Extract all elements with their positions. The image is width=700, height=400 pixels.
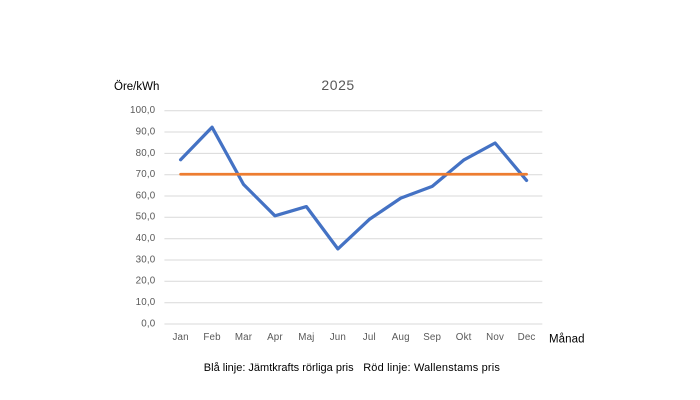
- svg-text:Nov: Nov: [486, 332, 504, 343]
- svg-text:Apr: Apr: [267, 332, 283, 343]
- svg-text:0,0: 0,0: [141, 318, 155, 329]
- svg-text:2025: 2025: [321, 77, 354, 93]
- svg-text:Jun: Jun: [330, 332, 346, 343]
- svg-text:20,0: 20,0: [136, 276, 156, 287]
- svg-text:Dec: Dec: [518, 332, 536, 343]
- svg-text:Okt: Okt: [456, 332, 472, 343]
- svg-text:Jul: Jul: [363, 332, 376, 343]
- svg-text:Blå linje: Jämtkrafts rörliga: Blå linje: Jämtkrafts rörliga pris: [204, 362, 354, 374]
- svg-text:40,0: 40,0: [136, 233, 156, 244]
- svg-text:60,0: 60,0: [136, 190, 156, 201]
- svg-text:Jan: Jan: [172, 332, 188, 343]
- svg-text:Feb: Feb: [203, 332, 221, 343]
- svg-text:Mar: Mar: [235, 332, 253, 343]
- svg-text:10,0: 10,0: [136, 297, 156, 308]
- svg-text:70,0: 70,0: [136, 169, 156, 180]
- svg-text:100,0: 100,0: [130, 105, 156, 116]
- svg-text:Maj: Maj: [298, 332, 314, 343]
- svg-text:30,0: 30,0: [136, 254, 156, 265]
- svg-text:90,0: 90,0: [136, 126, 156, 137]
- svg-text:80,0: 80,0: [136, 148, 156, 159]
- svg-text:Månad: Månad: [549, 333, 585, 345]
- svg-text:Sep: Sep: [423, 332, 441, 343]
- svg-text:Aug: Aug: [392, 332, 410, 343]
- svg-text:50,0: 50,0: [136, 212, 156, 223]
- svg-text:Öre/kWh: Öre/kWh: [114, 81, 159, 93]
- svg-text:Röd linje: Wallenstams pris: Röd linje: Wallenstams pris: [363, 362, 500, 374]
